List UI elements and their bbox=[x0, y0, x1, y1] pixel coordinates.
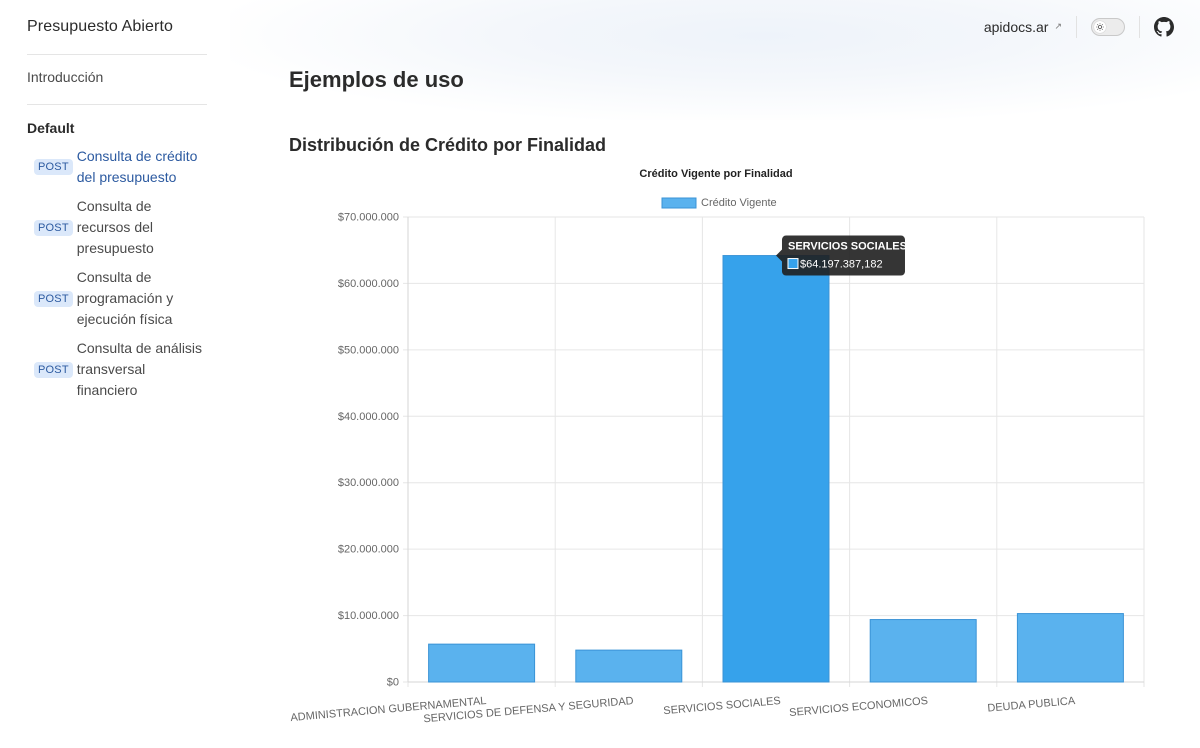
y-tick-label: $0 bbox=[387, 677, 399, 689]
tooltip bbox=[781, 235, 905, 276]
x-tick-label: DEUDA PUBLICA bbox=[987, 695, 1076, 715]
method-badge: POST bbox=[34, 159, 73, 175]
method-badge: POST bbox=[34, 219, 73, 236]
header-divider bbox=[1076, 16, 1077, 38]
sidebar-item-label: Consulta de crédito del presupuesto bbox=[76, 148, 198, 185]
github-icon[interactable] bbox=[1154, 17, 1174, 37]
method-badge: POST bbox=[34, 290, 73, 307]
header-divider bbox=[1139, 16, 1140, 38]
theme-toggle[interactable] bbox=[1091, 18, 1125, 36]
sidebar-item-consulta-credito[interactable]: POST Consulta de crédito del presupuesto bbox=[34, 142, 207, 192]
sidebar-item-label: Consulta de análisis transversal financi… bbox=[76, 340, 203, 398]
y-tick-label: $10.000.000 bbox=[338, 610, 399, 622]
apidocs-link[interactable]: apidocs.ar ↗ bbox=[984, 19, 1062, 35]
tooltip-caret bbox=[775, 249, 782, 262]
bar-administracion-gubernamental[interactable] bbox=[428, 643, 536, 683]
tooltip-value: $64.197.387,182 bbox=[800, 259, 883, 271]
main-content: Ejemplos de uso Distribución de Crédito … bbox=[289, 66, 1169, 156]
section-title: Distribución de Crédito por Finalidad bbox=[289, 135, 607, 155]
sidebar-item-label: Consulta de programación y ejecución fís… bbox=[76, 269, 174, 327]
y-tick-label: $30.000.000 bbox=[338, 477, 399, 489]
sidebar-divider bbox=[27, 54, 207, 55]
method-badge: POST bbox=[34, 361, 73, 378]
sidebar-item-introduccion[interactable]: Introducción bbox=[27, 69, 104, 85]
bar-servicios-economicos[interactable] bbox=[869, 619, 977, 683]
external-link-icon: ↗ bbox=[1054, 20, 1062, 31]
legend-swatch bbox=[661, 197, 697, 209]
top-bar: Presupuesto Abierto apidocs.ar ↗ bbox=[0, 0, 1200, 56]
y-tick-label: $40.000.000 bbox=[338, 411, 399, 423]
sidebar-item-consulta-programacion[interactable]: POST Consulta de programación y ejecució… bbox=[34, 263, 207, 334]
tooltip-swatch bbox=[787, 258, 799, 270]
sun-icon bbox=[1094, 21, 1106, 33]
credit-chart: Crédito Vigente por Finalidad Crédito Vig… bbox=[289, 160, 1169, 748]
chart-canvas: Crédito Vigente por Finalidad Crédito Vig… bbox=[290, 168, 1145, 725]
legend-label: Crédito Vigente bbox=[701, 197, 777, 209]
x-tick-label: SERVICIOS ECONOMICOS bbox=[789, 695, 929, 719]
y-tick-label: $20.000.000 bbox=[338, 544, 399, 556]
site-title[interactable]: Presupuesto Abierto bbox=[27, 18, 173, 35]
sidebar-group-heading: Default bbox=[27, 120, 75, 136]
bar-deuda-publica[interactable] bbox=[1016, 613, 1124, 683]
page-title: Ejemplos de uso bbox=[289, 67, 464, 92]
sidebar-divider bbox=[27, 104, 207, 105]
y-tick-label: $50.000.000 bbox=[338, 344, 399, 356]
sidebar-item-label: Consulta de recursos del presupuesto bbox=[76, 198, 154, 256]
bar-servicios-sociales[interactable] bbox=[722, 255, 830, 683]
sidebar: Introducción Default POST Consulta de cr… bbox=[27, 54, 207, 405]
y-tick-label: $60.000.000 bbox=[338, 278, 399, 290]
x-tick-label: SERVICIOS SOCIALES bbox=[663, 695, 781, 717]
y-tick-label: $70.000.000 bbox=[338, 212, 399, 224]
tooltip-title: SERVICIOS SOCIALES bbox=[788, 241, 907, 253]
bar-servicios-de-defensa-y-seguridad[interactable] bbox=[575, 649, 683, 683]
sidebar-item-consulta-analisis[interactable]: POST Consulta de análisis transversal fi… bbox=[34, 334, 207, 405]
header-actions: apidocs.ar ↗ bbox=[984, 15, 1174, 39]
sidebar-item-consulta-recursos[interactable]: POST Consulta de recursos del presupuest… bbox=[34, 192, 207, 263]
apidocs-link-label: apidocs.ar bbox=[983, 19, 1049, 35]
chart-title: Crédito Vigente por Finalidad bbox=[639, 168, 792, 180]
